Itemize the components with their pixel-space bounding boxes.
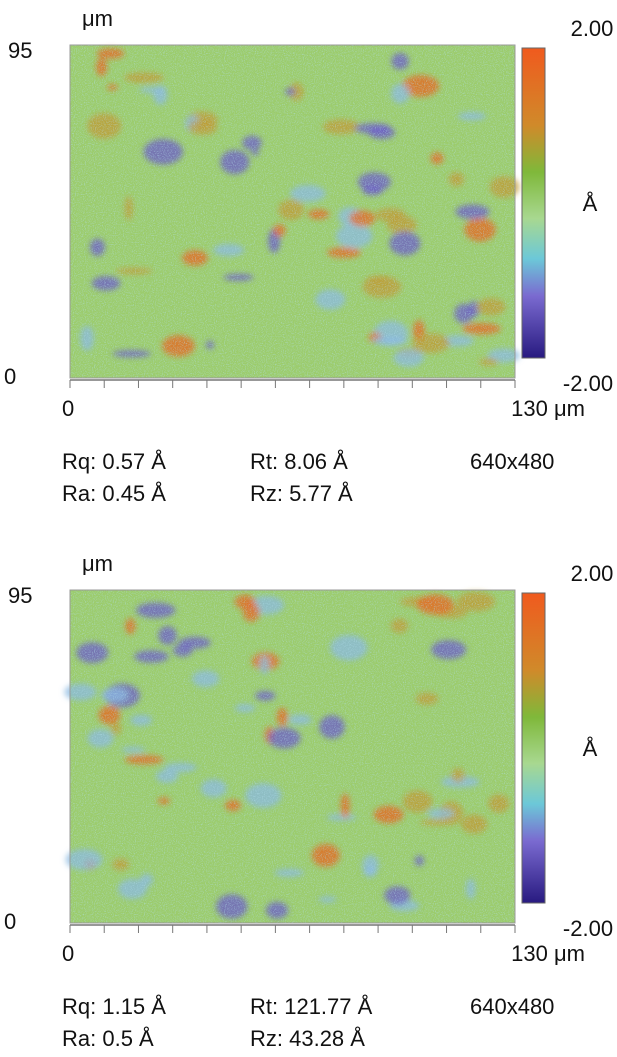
x-min-label: 0: [62, 396, 74, 421]
scale-min-label: -2.00: [563, 916, 613, 941]
y-max-label: 95: [8, 38, 32, 63]
surface-noise: [70, 590, 515, 923]
scale-max-label: 2.00: [571, 16, 614, 41]
scale-max-label: 2.00: [571, 561, 614, 586]
stat-rq: Rq: 0.57 Å: [62, 449, 166, 474]
color-scale: [521, 592, 546, 904]
scale-min-label: -2.00: [563, 371, 613, 396]
stat-size: 640x480: [470, 449, 554, 474]
y-min-label: 0: [4, 364, 16, 389]
color-scale: [521, 47, 546, 359]
x-max-label: 130 μm: [511, 396, 585, 421]
surface-noise: [70, 45, 515, 378]
x-min-label: 0: [62, 941, 74, 966]
stat-size: 640x480: [470, 994, 554, 1019]
x-max-label: 130 μm: [511, 941, 585, 966]
stat-rq: Rq: 1.15 Å: [62, 994, 166, 1019]
y-max-label: 95: [8, 583, 32, 608]
stat-rt: Rt: 121.77 Å: [250, 994, 373, 1019]
surface-frame: [69, 589, 516, 924]
y-unit: μm: [82, 551, 113, 576]
stat-ra: Ra: 0.5 Å: [62, 1026, 154, 1051]
y-min-label: 0: [4, 909, 16, 934]
stat-rz: Rz: 5.77 Å: [250, 481, 353, 506]
stat-rt: Rt: 8.06 Å: [250, 449, 348, 474]
y-unit: μm: [82, 6, 113, 31]
stat-ra: Ra: 0.45 Å: [62, 481, 166, 506]
scale-unit: Å: [583, 736, 598, 761]
surface-frame: [69, 44, 516, 379]
stat-rz: Rz: 43.28 Å: [250, 1026, 365, 1051]
scale-unit: Å: [583, 191, 598, 216]
